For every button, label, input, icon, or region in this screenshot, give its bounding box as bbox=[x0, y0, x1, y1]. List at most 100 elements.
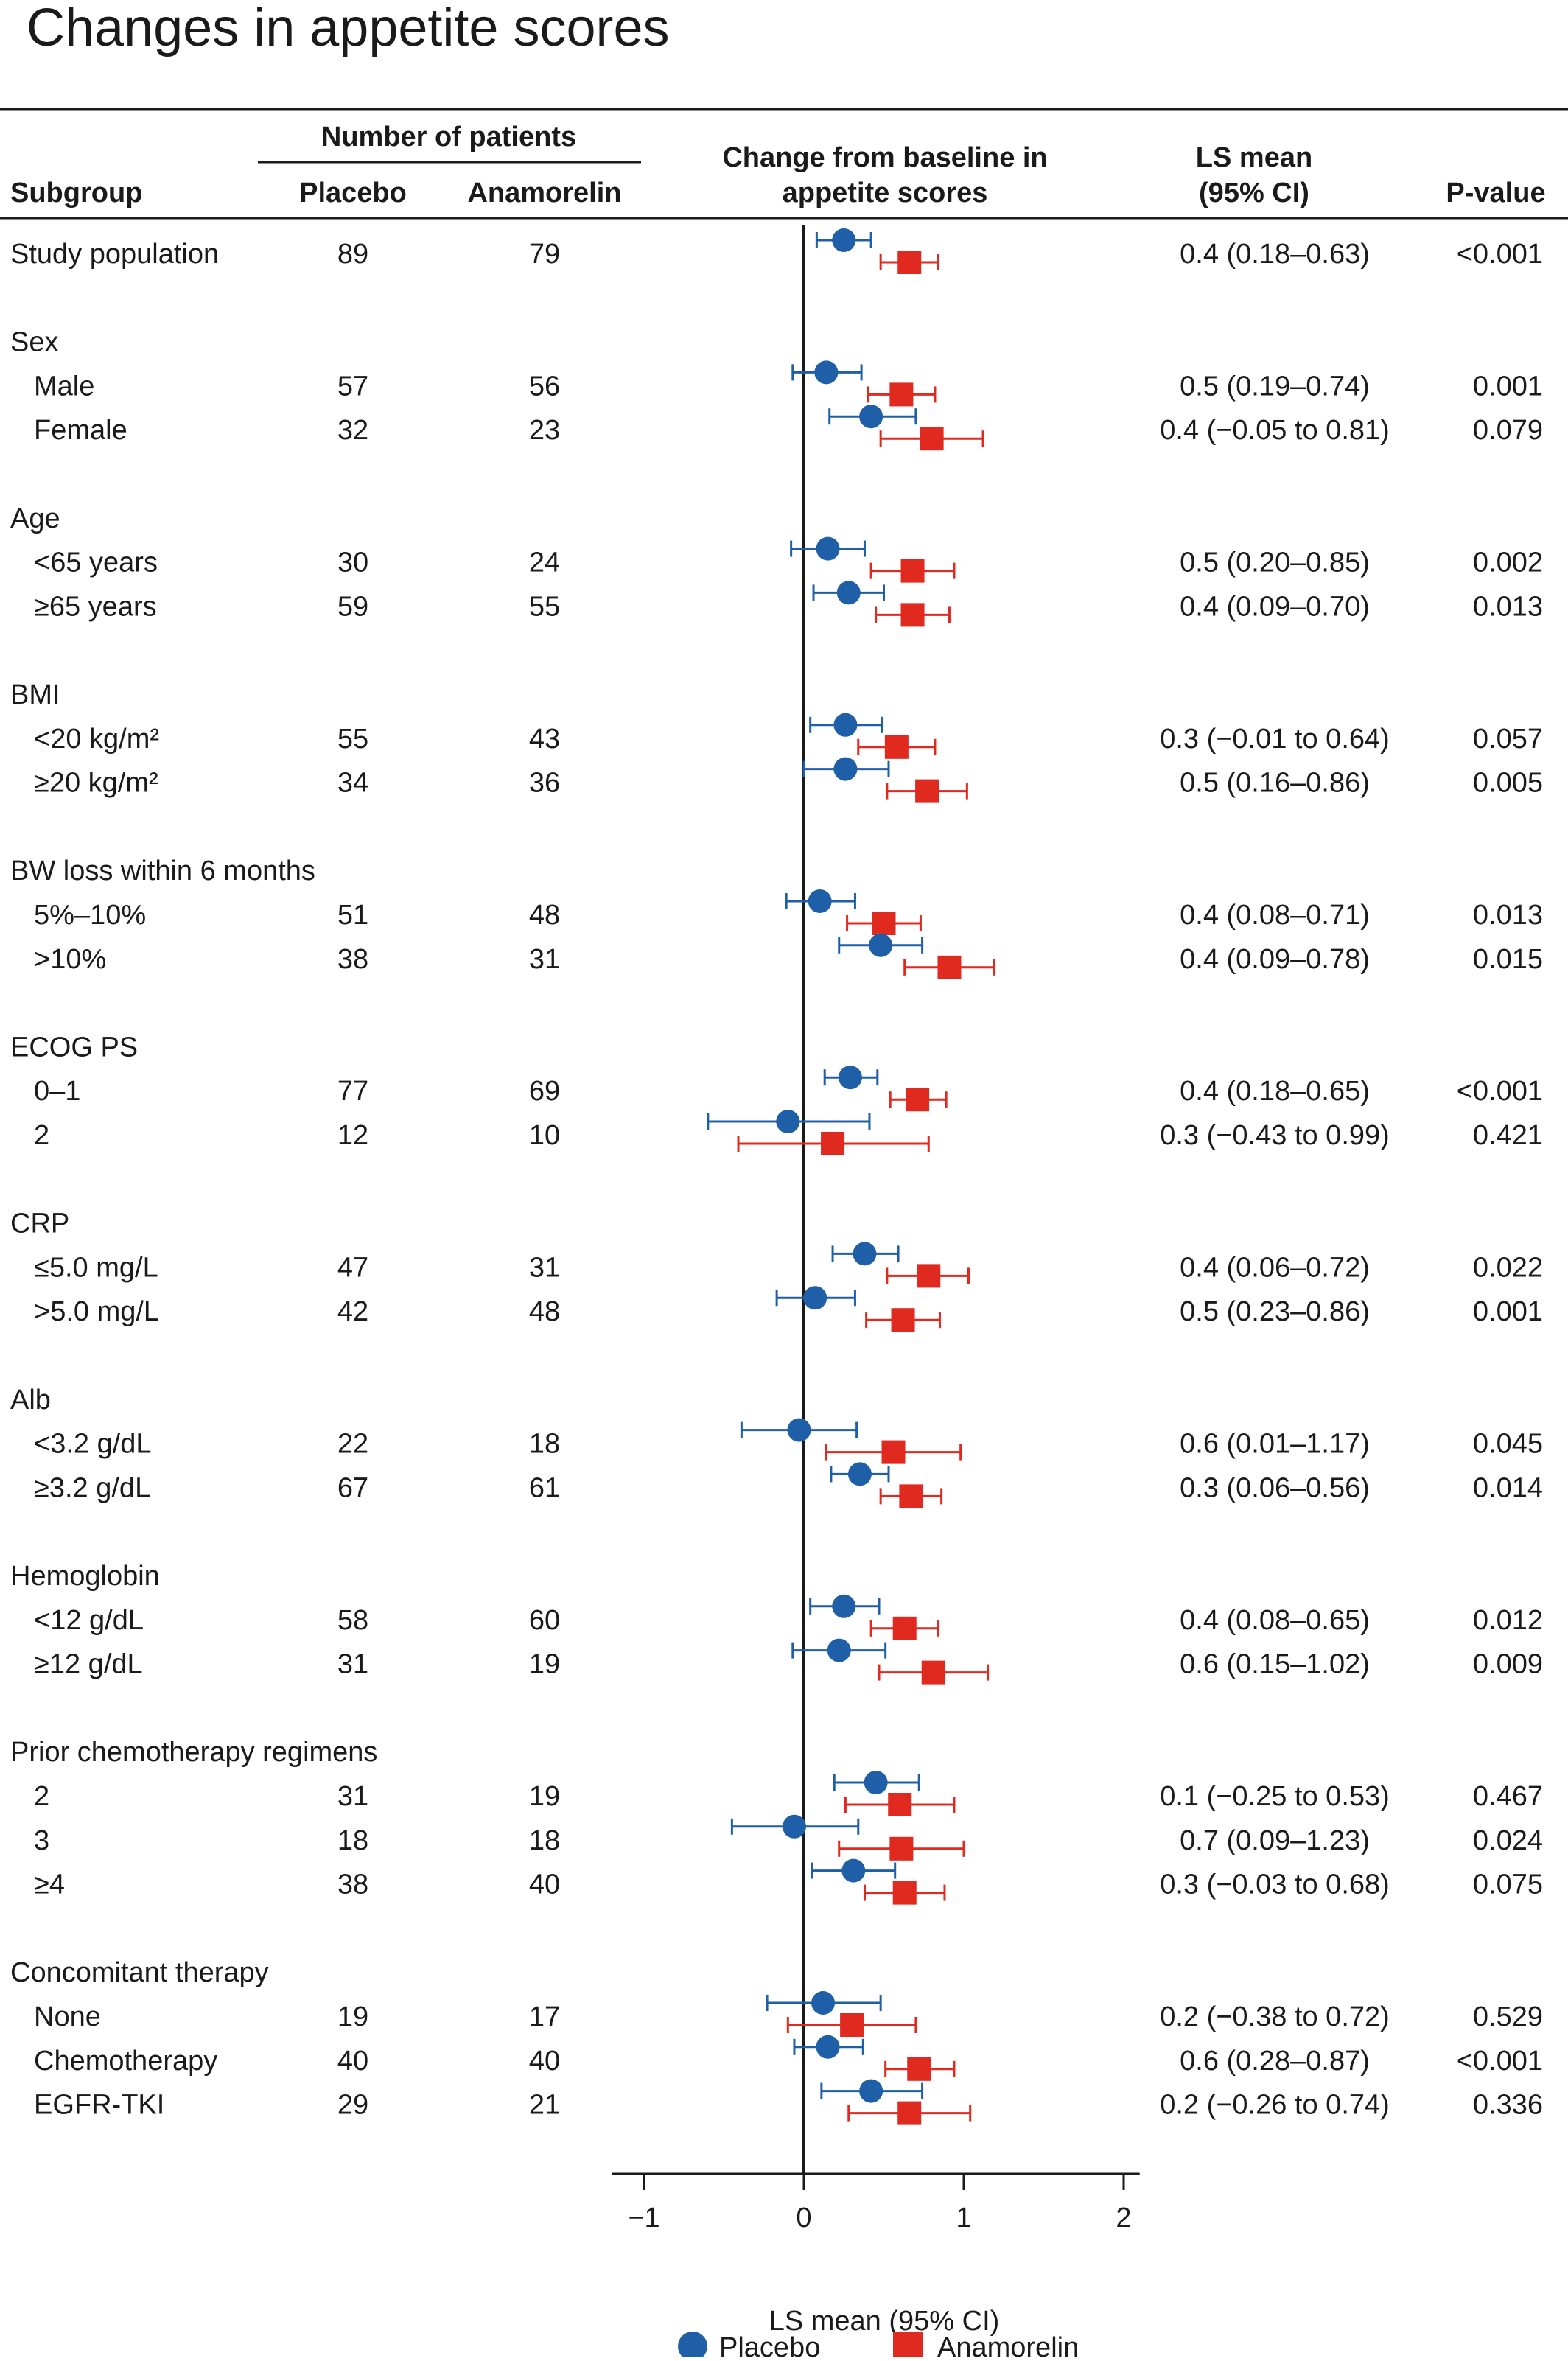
placebo-point bbox=[869, 933, 893, 957]
ls-mean-ci: 0.2 (−0.38 to 0.72) bbox=[1160, 2001, 1390, 2032]
table-rows: Study population 89 79 0.4 (0.18–0.63) <0.00… bbox=[10, 239, 1543, 2121]
placebo-point bbox=[836, 581, 861, 605]
n-placebo: 19 bbox=[337, 2001, 368, 2032]
p-value: 0.012 bbox=[1473, 1605, 1543, 1636]
n-anamorelin: 69 bbox=[529, 1076, 560, 1107]
n-anamorelin: 48 bbox=[529, 900, 560, 931]
subgroup-label: 0–1 bbox=[34, 1076, 80, 1107]
p-value: 0.001 bbox=[1473, 1296, 1543, 1327]
legend-anamorelin-marker bbox=[893, 2332, 923, 2361]
n-anamorelin: 17 bbox=[529, 2001, 560, 2032]
n-placebo: 59 bbox=[337, 591, 368, 622]
p-value: 0.075 bbox=[1473, 1869, 1543, 1900]
n-anamorelin: 48 bbox=[529, 1296, 560, 1327]
subgroup-header: CRP bbox=[10, 1209, 69, 1239]
subgroup-label: Female bbox=[34, 415, 127, 446]
placebo-point bbox=[859, 2079, 883, 2103]
anamorelin-point bbox=[889, 1836, 914, 1861]
header-ls-mean-line2: (95% CI) bbox=[1199, 178, 1309, 209]
placebo-point bbox=[833, 713, 858, 737]
n-placebo: 31 bbox=[337, 1649, 368, 1680]
ls-mean-ci: 0.4 (0.18–0.65) bbox=[1180, 1076, 1370, 1107]
anamorelin-point bbox=[891, 1308, 915, 1332]
ls-mean-ci: 0.6 (0.01–1.17) bbox=[1180, 1429, 1370, 1460]
n-placebo: 77 bbox=[337, 1076, 368, 1107]
subgroup-label: <3.2 g/dL bbox=[34, 1429, 152, 1460]
ls-mean-ci: 0.4 (0.08–0.71) bbox=[1180, 900, 1370, 931]
anamorelin-point bbox=[884, 735, 909, 759]
ls-mean-ci: 0.3 (0.06–0.56) bbox=[1180, 1472, 1370, 1503]
anamorelin-point bbox=[921, 1660, 945, 1685]
anamorelin-point bbox=[889, 382, 914, 407]
subgroup-header: Sex bbox=[10, 327, 58, 358]
placebo-point bbox=[803, 1286, 827, 1310]
n-placebo: 38 bbox=[337, 1869, 368, 1900]
subgroup-header: Alb bbox=[10, 1385, 51, 1416]
n-anamorelin: 10 bbox=[529, 1120, 560, 1151]
subgroup-header: Age bbox=[10, 503, 60, 534]
p-value: <0.001 bbox=[1457, 2046, 1543, 2077]
header-number-of-patients: Number of patients bbox=[321, 122, 576, 153]
p-value: 0.009 bbox=[1473, 1649, 1543, 1680]
x-tick-label: −1 bbox=[628, 2203, 659, 2234]
anamorelin-point bbox=[917, 1264, 941, 1288]
anamorelin-point bbox=[937, 955, 962, 979]
subgroup-label: ≥12 g/dL bbox=[34, 1649, 143, 1680]
ls-mean-ci: 0.1 (−0.25 to 0.53) bbox=[1160, 1781, 1390, 1812]
subgroup-label: 5%–10% bbox=[34, 900, 146, 931]
n-placebo: 57 bbox=[337, 371, 368, 402]
n-placebo: 22 bbox=[337, 1429, 368, 1460]
ls-mean-ci: 0.4 (0.08–0.65) bbox=[1180, 1605, 1370, 1636]
placebo-point bbox=[832, 1594, 856, 1618]
subgroup-header: Prior chemotherapy regimens bbox=[10, 1737, 377, 1768]
anamorelin-point bbox=[881, 1440, 906, 1464]
anamorelin-point bbox=[840, 2013, 864, 2037]
anamorelin-point bbox=[899, 1484, 923, 1508]
subgroup-label: 3 bbox=[34, 1825, 49, 1856]
ls-mean-ci: 0.4 (0.09–0.70) bbox=[1180, 591, 1370, 622]
ls-mean-ci: 0.4 (0.09–0.78) bbox=[1180, 944, 1370, 975]
anamorelin-point bbox=[900, 559, 925, 583]
x-axis-label: LS mean (95% CI) bbox=[769, 2306, 1000, 2337]
anamorelin-point bbox=[888, 1793, 912, 1816]
p-value: 0.022 bbox=[1473, 1252, 1543, 1283]
subgroup-header: Hemoglobin bbox=[10, 1561, 160, 1592]
n-placebo: 89 bbox=[337, 239, 368, 270]
subgroup-header: Concomitant therapy bbox=[10, 1957, 269, 1988]
header-change-line2: appetite scores bbox=[783, 178, 988, 209]
subgroup-label: ≥20 kg/m² bbox=[34, 768, 158, 799]
placebo-point bbox=[832, 228, 856, 252]
placebo-point bbox=[814, 360, 839, 385]
n-placebo: 12 bbox=[337, 1120, 368, 1151]
subgroup-label: EGFR-TKI bbox=[34, 2090, 164, 2121]
p-value: 0.421 bbox=[1473, 1120, 1543, 1151]
ls-mean-ci: 0.7 (0.09–1.23) bbox=[1180, 1825, 1370, 1856]
anamorelin-point bbox=[892, 1616, 917, 1640]
p-value: 0.014 bbox=[1473, 1472, 1543, 1503]
n-placebo: 32 bbox=[337, 415, 368, 446]
forest-marks bbox=[707, 225, 995, 2174]
ls-mean-ci: 0.3 (−0.01 to 0.64) bbox=[1160, 724, 1390, 755]
n-placebo: 67 bbox=[337, 1472, 368, 1503]
subgroup-label: ≥4 bbox=[34, 1869, 65, 1900]
anamorelin-point bbox=[906, 1088, 930, 1112]
ls-mean-ci: 0.4 (−0.05 to 0.81) bbox=[1160, 415, 1390, 446]
chart-title: Changes in appetite scores bbox=[27, 0, 670, 57]
n-placebo: 30 bbox=[337, 548, 368, 578]
n-anamorelin: 24 bbox=[529, 548, 560, 578]
x-axis: −1 0 1 2 bbox=[612, 2172, 1140, 2234]
n-anamorelin: 21 bbox=[529, 2090, 560, 2121]
ls-mean-ci: 0.4 (0.18–0.63) bbox=[1180, 239, 1370, 270]
n-anamorelin: 40 bbox=[529, 1869, 560, 1900]
n-placebo: 40 bbox=[337, 2046, 368, 2077]
anamorelin-point bbox=[897, 2101, 922, 2125]
placebo-point bbox=[811, 1991, 836, 2015]
n-placebo: 51 bbox=[337, 900, 368, 931]
n-anamorelin: 31 bbox=[529, 1252, 560, 1283]
n-placebo: 58 bbox=[337, 1605, 368, 1636]
n-anamorelin: 79 bbox=[529, 239, 560, 270]
n-anamorelin: 31 bbox=[529, 944, 560, 975]
placebo-point bbox=[853, 1242, 877, 1266]
anamorelin-point bbox=[900, 603, 925, 627]
p-value: 0.005 bbox=[1473, 768, 1543, 799]
